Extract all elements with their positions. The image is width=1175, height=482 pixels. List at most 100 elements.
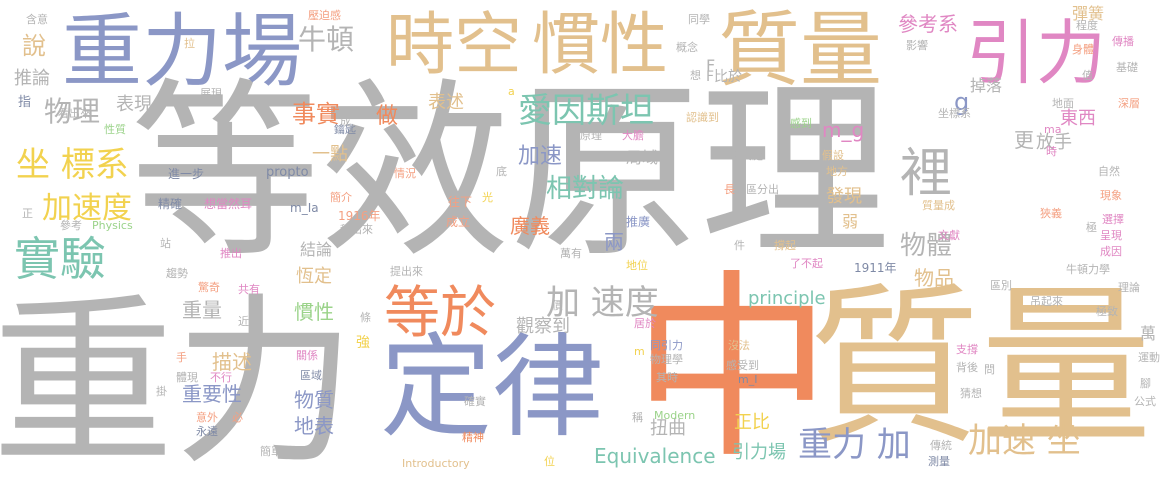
word-reference: 參考 [60, 219, 82, 232]
word-formula: 公式 [1134, 395, 1156, 408]
word-more: 更 [1014, 128, 1034, 152]
word-point: 指 [18, 95, 32, 110]
word-experiment: 實驗 [14, 232, 106, 286]
word-bottom: 底 [496, 165, 507, 178]
word-relation: 關係 [296, 349, 318, 362]
word-strip: 條 [360, 311, 371, 324]
word-say: 說 [22, 32, 46, 60]
word-equals: 等於 [384, 281, 496, 346]
word-1916: 1916年 [338, 209, 381, 223]
word-located: 居於 [634, 317, 656, 330]
word-see: 看出來 [58, 107, 91, 120]
word-gravity-big: 重力 [0, 277, 356, 482]
word-not-ok: 不行 [210, 371, 232, 384]
word-reference-frame: 參考系 [898, 12, 958, 36]
word-hand: 手 [176, 351, 187, 364]
word-gravitation: 引力 [966, 12, 1106, 94]
word-distinguish: 區分出 [746, 183, 779, 196]
word-trend: 趨勢 [166, 267, 188, 280]
word-property: 性質 [104, 123, 126, 136]
word-importance: 重要性 [182, 382, 242, 406]
word-gravitational-field: 引力場 [732, 442, 786, 463]
word-derive: 推出 [220, 247, 242, 260]
word-f: F [706, 56, 716, 75]
word-proposed: 提出來 [390, 265, 423, 278]
word-inertia-top: 慣性 [532, 6, 669, 85]
word-further: 進一步 [168, 167, 205, 181]
word-assumption: 假設 [822, 149, 844, 162]
word-propagate: 傳播 [1112, 35, 1134, 48]
word-status: 地位 [626, 259, 648, 272]
word-perceived: 感受到 [726, 359, 759, 372]
word-conclusion: 結論 [300, 240, 333, 259]
word-modern-en: Modern [654, 409, 696, 422]
word-mass-top: 質量 [718, 3, 883, 98]
word-gravity-add: 重力 加 [798, 425, 911, 465]
word-two: 兩 [604, 230, 624, 254]
word-introductory: Introductory [402, 457, 470, 470]
word-shared: 共有 [238, 283, 260, 296]
word-classmate: 同學 [688, 13, 710, 26]
word-modern: 近代 [238, 315, 260, 328]
word-price: 價 [552, 299, 563, 312]
word-stand: 站 [160, 237, 171, 250]
word-meaning: 含意 [26, 13, 48, 26]
word-influence: 影響 [906, 39, 928, 52]
word-discover: 發現 [826, 186, 862, 207]
word-concept: 概念 [676, 41, 698, 54]
word-universal: 萬有 [560, 247, 582, 260]
word-behind: 背後 [956, 361, 978, 374]
word-propto: propto [266, 165, 309, 180]
word-do: 做 [376, 104, 399, 129]
word-difference: 區別 [990, 279, 1012, 292]
word-special: 狹義 [1040, 207, 1062, 220]
word-item: 物品 [914, 266, 954, 290]
word-choose: 選擇 [1102, 213, 1124, 226]
word-spirit: 精神 [462, 431, 484, 444]
word-coordinate-system: 坐 標系 [16, 145, 129, 185]
word-spring: 彈簧 [1072, 4, 1105, 23]
word-hang: 掛 [156, 385, 167, 398]
word-acceleration-spaced: 加 速度 [546, 283, 659, 323]
word-accelerate-coord: 加速 坐 [968, 421, 1081, 461]
word-indeed: 確實 [464, 395, 486, 408]
word-m: m [634, 345, 645, 358]
word-matter-place: 物質處 [730, 149, 763, 162]
word-pull: 拉 [184, 37, 195, 50]
word-newtonian: 牛頓力學 [1066, 263, 1110, 276]
word-distortion: 扭曲 [650, 418, 686, 439]
word-accelerate: 加速 [518, 144, 563, 169]
word-physics-study: 物理學 [650, 353, 683, 366]
word-conjecture: 猜想 [960, 387, 982, 400]
word-display: 展現 [200, 87, 222, 100]
word-established: 成立 [446, 215, 471, 229]
word-theory: 理論 [1118, 281, 1140, 294]
word-gravity-field: 重力場 [62, 5, 302, 98]
word-long: 長 [724, 183, 735, 196]
word-object: 物體 [900, 231, 953, 261]
word-f-ratio: F比於 [706, 69, 743, 85]
word-light: 光 [482, 191, 493, 204]
word-equivalence: Equivalence [594, 444, 716, 468]
word-downward: 往下 [448, 195, 473, 209]
word-degree: 程度 [1076, 19, 1098, 32]
word-constant: 恆定 [296, 266, 332, 287]
word-present: 呈現 [1100, 229, 1122, 242]
word-strong: 強 [356, 335, 370, 351]
word-embody: 體現 [176, 371, 198, 384]
word-inference: 推論 [14, 68, 50, 89]
word-prop-up: 撐起 [774, 239, 796, 252]
word-key: 鑰匙 [334, 123, 356, 136]
word-physics: 物理 [44, 95, 101, 128]
word-phenomenon: 現象 [1100, 189, 1122, 202]
word-matter: 物質 [294, 388, 334, 412]
word-positive: 正 [22, 207, 33, 220]
word-motion: 運動 [1138, 351, 1160, 364]
word-tradition: 傳統 [930, 439, 952, 452]
word-acceleration: 加速度 [42, 191, 132, 226]
word-inertia-mid: 慣性 [294, 300, 334, 324]
word-law: 定律 [380, 323, 604, 453]
word-inside: 裡 [900, 144, 953, 204]
word-surprise: 驚奇 [198, 281, 220, 294]
word-coordinate-small: 坐標系 [938, 107, 971, 120]
